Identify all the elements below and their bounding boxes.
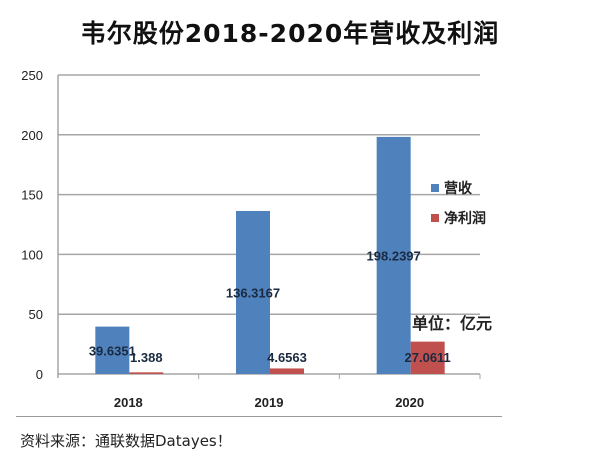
y-tick-label: 0 — [36, 367, 43, 382]
data-label: 4.6563 — [267, 350, 307, 365]
y-tick-label: 50 — [29, 307, 43, 322]
legend-swatch — [431, 184, 439, 192]
data-label: 27.0611 — [405, 350, 451, 365]
legend-label: 营收 — [444, 180, 473, 197]
y-tick-label: 200 — [21, 128, 43, 143]
x-tick-label: 2019 — [255, 395, 284, 410]
source-note: 资料来源：通联数据Datayes！ — [20, 432, 232, 450]
legend-label: 净利润 — [444, 210, 486, 227]
x-tick-label: 2018 — [114, 395, 143, 410]
divider — [16, 416, 502, 417]
legend-swatch — [431, 214, 439, 222]
data-label: 136.3167 — [226, 285, 280, 300]
bar-revenue — [95, 326, 130, 374]
unit-label: 单位：亿元 — [412, 314, 493, 333]
data-label: 198.2397 — [367, 248, 421, 263]
bar-revenue — [376, 136, 411, 374]
bar-revenue — [236, 210, 270, 374]
bar-net-profit — [129, 372, 164, 374]
y-tick-label: 100 — [21, 247, 43, 262]
bar-net-profit — [410, 341, 445, 374]
data-label: 39.6351 — [89, 343, 136, 358]
y-tick-label: 150 — [21, 188, 43, 203]
data-label: 1.388 — [130, 350, 163, 365]
y-tick-label: 250 — [21, 68, 43, 83]
x-tick-label: 2020 — [395, 395, 424, 410]
chart-title: 韦尔股份2018-2020年营收及利润 — [80, 19, 500, 48]
bar-net-profit — [270, 368, 304, 374]
